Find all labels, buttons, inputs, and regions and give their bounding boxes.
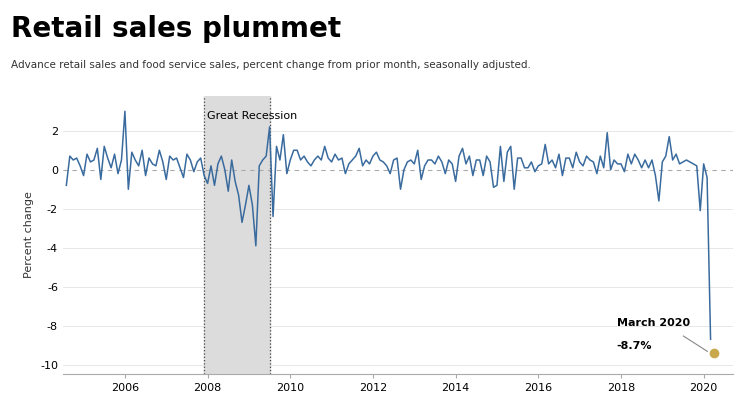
Bar <box>204 96 269 374</box>
Text: Great Recession: Great Recession <box>207 111 297 121</box>
Text: March 2020: March 2020 <box>617 318 690 328</box>
Y-axis label: Percent change: Percent change <box>24 192 35 278</box>
Text: Advance retail sales and food service sales, percent change from prior month, se: Advance retail sales and food service sa… <box>11 59 531 70</box>
Text: Dashboard 1: Dashboard 1 <box>6 3 64 12</box>
Text: -8.7%: -8.7% <box>617 341 653 351</box>
Text: Retail sales plummet: Retail sales plummet <box>11 15 341 42</box>
